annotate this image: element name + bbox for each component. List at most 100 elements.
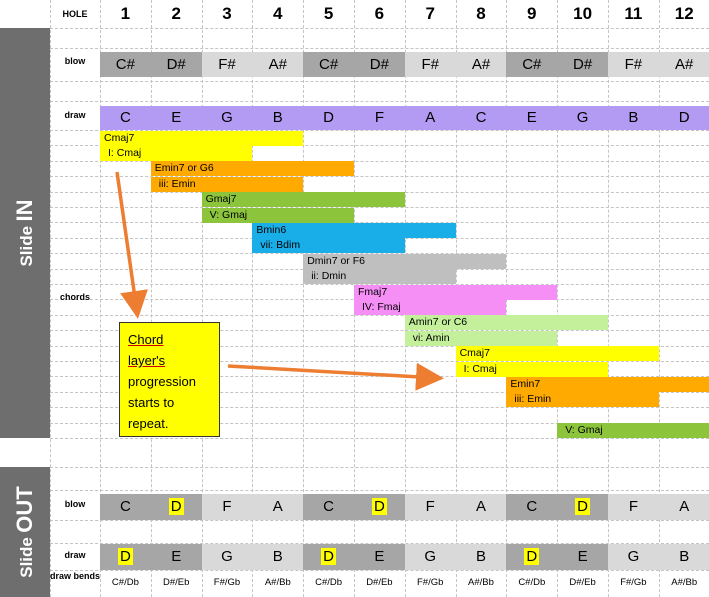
out-blow-note: F (404, 494, 456, 520)
out-blow-note: D (150, 494, 202, 520)
chord-triad-bar: vii: Bdim (252, 238, 405, 254)
arrow-right (227, 362, 444, 391)
grid-row-line (50, 520, 709, 521)
draw-bend-note: D#/Eb (569, 577, 596, 588)
out-draw-note: E (557, 544, 608, 570)
in-blow-note: F# (201, 52, 253, 77)
out-draw-note: G (608, 544, 659, 570)
arrow-down (115, 171, 148, 319)
draw-bend-note: A#/Bb (264, 577, 291, 588)
chord-triad-bar: vi: Amin (404, 330, 558, 346)
grid-row-line (50, 345, 709, 347)
draw-bend-note: C#/Db (111, 577, 139, 588)
in-blow-note: A# (455, 52, 507, 77)
grid-row-line (50, 490, 709, 491)
row-label-chords: chords (59, 292, 90, 302)
in-draw-note: B (608, 106, 660, 130)
chord-triad-bar: V: Gmaj (557, 423, 709, 439)
grid-row-line (50, 570, 709, 571)
grid-row-line (50, 438, 709, 439)
out-blow-note: F (608, 494, 659, 520)
out-blow-note: C (100, 494, 151, 520)
chord-triad-bar: IV: Fmaj (354, 299, 507, 315)
grid-row-line (50, 160, 709, 162)
row-label-out-draw: draw (64, 550, 86, 560)
chord-seventh-bar: Emin7 (506, 376, 709, 392)
in-blow-note: D# (557, 52, 608, 77)
draw-bend-note: D#/Eb (162, 577, 190, 588)
grid-row-line (50, 422, 709, 424)
grid-row-line (50, 28, 709, 29)
hole-number: 1 (120, 4, 131, 23)
in-blow-note: D# (354, 52, 405, 77)
draw-bend-note: F#/Gb (213, 577, 241, 588)
grid-row-line (50, 81, 709, 82)
hole-number: 6 (374, 4, 385, 23)
draw-bend-note: D#/Eb (366, 577, 393, 588)
chord-triad-bar: iii: Emin (150, 176, 304, 192)
note-line-5: repeat. (128, 416, 169, 431)
note-line-2: layer's (128, 353, 166, 368)
hole-number: 2 (171, 4, 181, 23)
grid-row-line (50, 130, 709, 131)
chord-seventh-bar: Fmaj7 (354, 284, 558, 300)
row-label-draw-bends: draw bends (50, 571, 101, 581)
out-draw-note: G (201, 544, 253, 570)
grid-row-line (50, 48, 709, 49)
hole-header-label: HOLE (62, 9, 88, 19)
in-blow-note: F# (608, 52, 659, 77)
chord-triad-bar: I: Cmaj (455, 361, 608, 377)
in-blow-note: C# (303, 52, 354, 77)
hole-number: 5 (323, 4, 334, 23)
draw-bend-note: A#/Bb (468, 577, 494, 588)
out-draw-note: E (354, 544, 405, 570)
out-draw-note: G (404, 544, 456, 570)
out-blow-note: D (557, 494, 608, 520)
in-draw-note: C (455, 106, 508, 130)
grid-row-line (50, 467, 709, 468)
in-draw-note: B (252, 106, 305, 130)
out-blow-note: F (201, 494, 253, 520)
out-draw-note: D (303, 544, 354, 570)
in-draw-note: D (303, 106, 355, 130)
hole-number: 3 (222, 4, 232, 23)
out-blow-note: A (252, 494, 304, 520)
draw-bend-note: A#/Bb (671, 577, 698, 588)
out-blow-note: A (455, 494, 507, 520)
grid-row-line (50, 407, 709, 409)
grid-row-line (50, 376, 709, 378)
draw-bend-note: C#/Db (315, 577, 343, 588)
grid-col-line (150, 0, 152, 597)
note-line-1: Chord (128, 332, 164, 347)
grid-row-line (50, 176, 709, 178)
out-draw-note: B (455, 544, 507, 570)
out-draw-note: D (100, 544, 151, 570)
grid-row-line (50, 391, 709, 393)
chord-seventh-bar: Bmin6 (252, 222, 456, 238)
chord-seventh-bar: Emin7 or G6 (150, 161, 354, 177)
out-blow-note: D (354, 494, 405, 520)
chord-triad-bar: V: Gmaj (201, 207, 354, 223)
grid-col-line (608, 0, 609, 597)
out-draw-note: D (506, 544, 558, 570)
draw-bend-note: C#/Db (518, 577, 546, 588)
hole-number: 7 (425, 4, 435, 23)
chord-triad-bar: I: Cmaj (100, 145, 253, 161)
out-blow-note: C (303, 494, 354, 520)
in-blow-note: C# (506, 52, 558, 77)
row-label-blow: blow (64, 56, 86, 66)
note-line-4: starts to (128, 395, 175, 410)
in-blow-note: D# (150, 52, 202, 77)
grid-row-line (50, 101, 709, 102)
hole-number: 9 (527, 4, 537, 23)
draw-bend-note: F#/Gb (416, 577, 444, 588)
in-draw-note: E (506, 106, 559, 130)
grid-col-line (201, 0, 203, 597)
hole-number: 4 (273, 4, 283, 23)
chord-triad-bar: ii: Dmin (303, 269, 456, 285)
grid-col-line (658, 0, 660, 597)
hole-number: 12 (674, 4, 694, 23)
out-draw-note: B (658, 544, 709, 570)
grid-row-line (50, 361, 709, 362)
